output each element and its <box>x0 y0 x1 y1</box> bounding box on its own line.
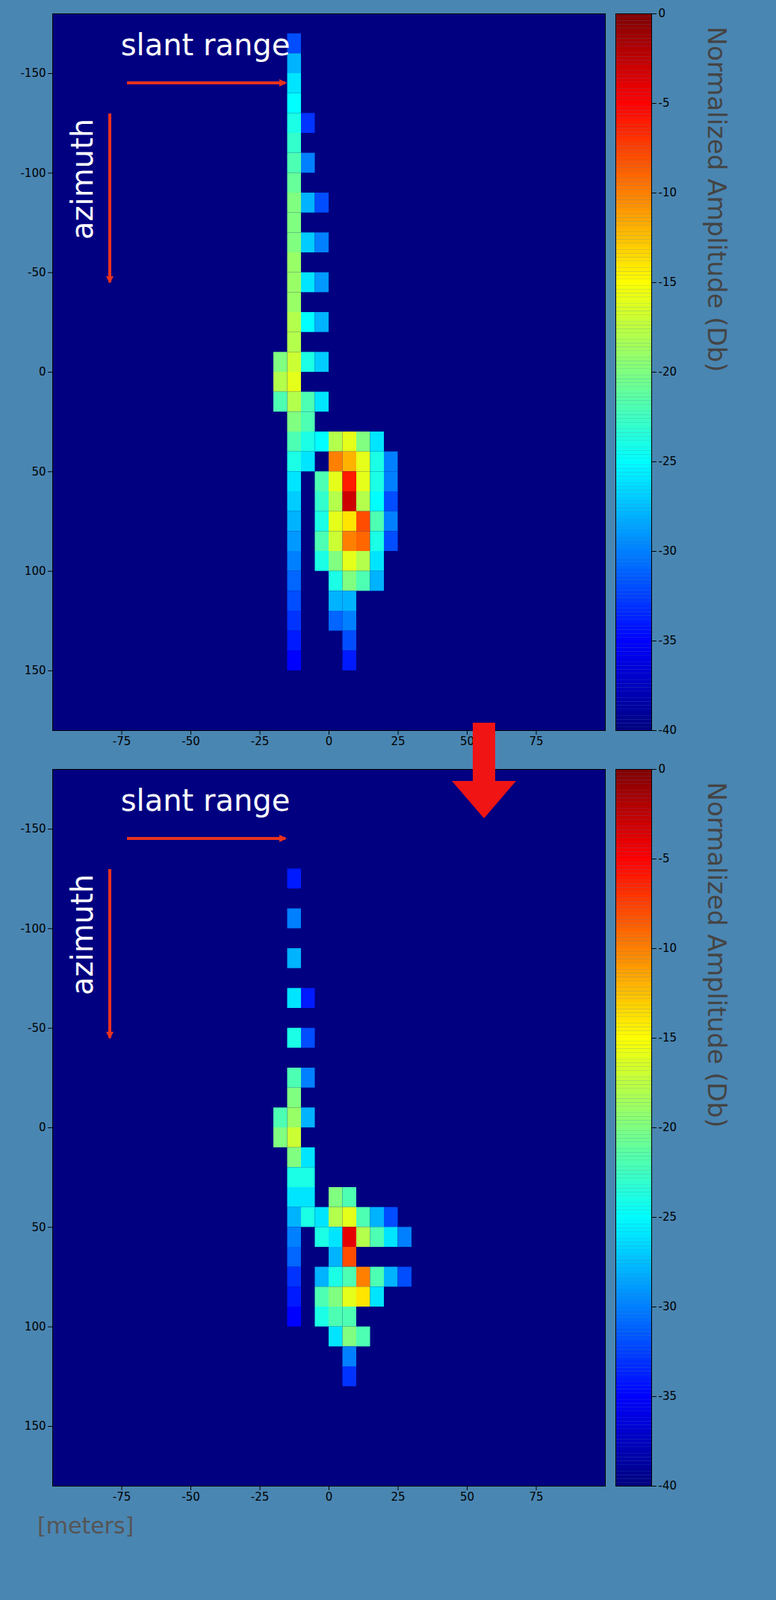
svg-text:75: 75 <box>528 1490 543 1505</box>
svg-text:25: 25 <box>390 734 405 749</box>
svg-text:slant range: slant range <box>120 783 291 818</box>
svg-text:0: 0 <box>658 762 667 776</box>
svg-text:-15: -15 <box>658 275 678 290</box>
svg-text:azimuth: azimuth <box>64 118 100 240</box>
svg-text:100: 100 <box>24 1320 47 1334</box>
svg-text:25: 25 <box>390 1490 405 1505</box>
svg-text:-50: -50 <box>27 265 47 280</box>
svg-text:50: 50 <box>31 1221 46 1235</box>
svg-text:150: 150 <box>24 663 47 678</box>
svg-text:-150: -150 <box>20 66 46 80</box>
svg-text:-50: -50 <box>27 1021 47 1036</box>
svg-text:Normalized Amplitude (Db): Normalized Amplitude (Db) <box>702 782 732 1129</box>
svg-text:-20: -20 <box>658 1121 678 1135</box>
svg-text:0: 0 <box>38 1121 47 1135</box>
svg-text:slant range: slant range <box>120 27 291 62</box>
svg-text:50: 50 <box>31 465 46 479</box>
svg-text:-40: -40 <box>658 1479 678 1493</box>
svg-text:75: 75 <box>528 734 543 749</box>
svg-text:-75: -75 <box>112 734 132 749</box>
svg-text:azimuth: azimuth <box>64 874 100 996</box>
svg-text:-150: -150 <box>20 822 46 836</box>
svg-text:-15: -15 <box>658 1031 678 1045</box>
svg-text:-25: -25 <box>658 1210 678 1225</box>
svg-text:Normalized Amplitude (Db): Normalized Amplitude (Db) <box>702 26 732 373</box>
html-text:[meters]: [meters] <box>37 1513 134 1540</box>
svg-text:150: 150 <box>24 1419 47 1434</box>
svg-text:-100: -100 <box>20 922 46 936</box>
svg-text:-35: -35 <box>658 1389 678 1404</box>
svg-text:-50: -50 <box>181 1490 201 1505</box>
svg-text:-40: -40 <box>658 723 678 738</box>
svg-text:-10: -10 <box>658 185 678 200</box>
svg-text:-75: -75 <box>112 1490 132 1505</box>
svg-text:-25: -25 <box>250 1490 270 1505</box>
svg-text:-10: -10 <box>658 941 678 956</box>
svg-text:-100: -100 <box>20 166 46 180</box>
svg-text:-20: -20 <box>658 365 678 379</box>
svg-text:-30: -30 <box>658 1300 678 1314</box>
svg-text:0: 0 <box>325 1490 334 1505</box>
svg-text:-30: -30 <box>658 544 678 558</box>
svg-text:-5: -5 <box>658 852 670 866</box>
svg-text:-25: -25 <box>658 454 678 469</box>
svg-text:50: 50 <box>460 1490 475 1505</box>
svg-text:-50: -50 <box>181 734 201 749</box>
svg-text:0: 0 <box>658 6 667 21</box>
svg-text:-25: -25 <box>250 734 270 749</box>
svg-text:-35: -35 <box>658 634 678 648</box>
svg-text:100: 100 <box>24 564 47 579</box>
svg-text:-5: -5 <box>658 96 670 110</box>
svg-text:50: 50 <box>460 734 475 749</box>
svg-text:0: 0 <box>325 734 334 749</box>
svg-text:0: 0 <box>38 365 47 379</box>
